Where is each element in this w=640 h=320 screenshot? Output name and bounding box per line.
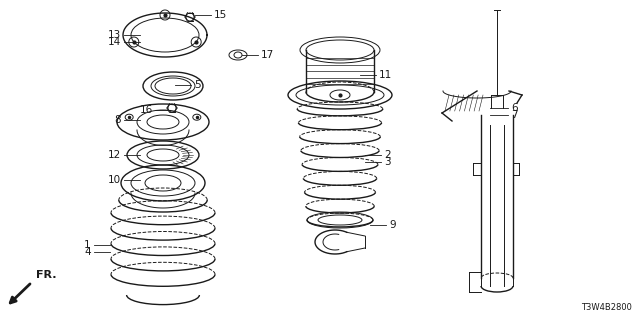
- Text: T3W4B2800: T3W4B2800: [581, 303, 632, 312]
- Text: 16: 16: [140, 105, 152, 115]
- Text: 12: 12: [108, 150, 121, 160]
- Text: 1: 1: [84, 240, 91, 250]
- Text: 14: 14: [108, 37, 121, 47]
- Text: 7: 7: [511, 110, 518, 120]
- Text: 17: 17: [261, 50, 275, 60]
- Text: 11: 11: [379, 70, 392, 80]
- Text: 6: 6: [511, 103, 518, 113]
- Text: 3: 3: [384, 157, 391, 167]
- Text: 15: 15: [214, 10, 227, 20]
- Text: 13: 13: [108, 30, 121, 40]
- Text: 4: 4: [84, 247, 91, 257]
- Text: 2: 2: [384, 150, 391, 160]
- Text: 9: 9: [389, 220, 396, 230]
- Text: 5: 5: [194, 80, 201, 90]
- Text: 10: 10: [108, 175, 121, 185]
- Text: FR.: FR.: [36, 270, 56, 280]
- Text: 8: 8: [114, 115, 121, 125]
